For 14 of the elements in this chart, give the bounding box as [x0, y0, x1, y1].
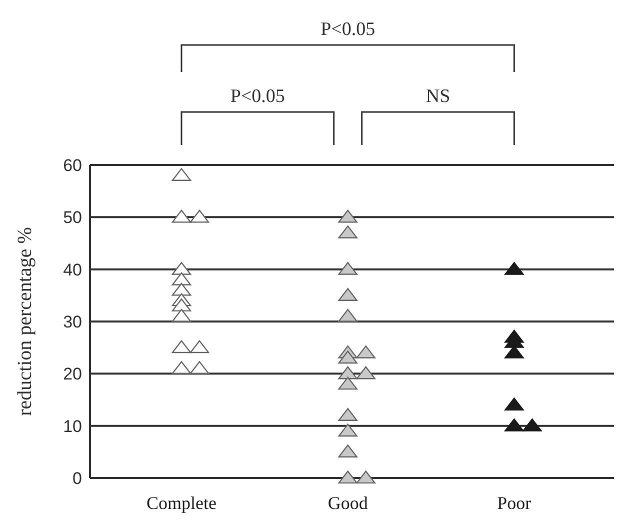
- x-tick-label: Good: [328, 492, 368, 513]
- text: NS: [426, 86, 450, 107]
- text: P<0.05: [320, 19, 376, 40]
- y-tick-label: 60: [63, 156, 82, 176]
- y-tick-label: 20: [63, 364, 82, 384]
- x-tick-label: Poor: [497, 492, 532, 513]
- y-tick-label: 50: [63, 208, 82, 228]
- y-tick-label: 40: [63, 260, 82, 280]
- x-tick-label: Complete: [146, 492, 216, 513]
- y-axis-title: reduction percentage %: [14, 227, 36, 416]
- y-tick-label: 10: [63, 416, 82, 436]
- y-tick-label: 30: [63, 312, 82, 332]
- text: P<0.05: [230, 86, 285, 107]
- y-tick-label: 0: [72, 469, 82, 488]
